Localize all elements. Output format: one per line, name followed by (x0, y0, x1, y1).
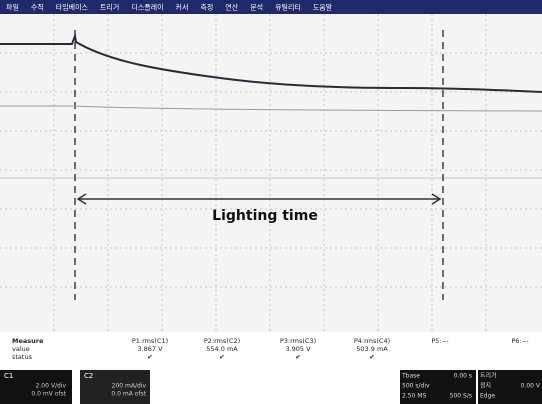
menu-item[interactable]: 트리거 (100, 3, 119, 12)
channel-box (80, 370, 150, 404)
measure-status: ✔ (369, 353, 374, 361)
measure-header: P1:rms(C1) (132, 337, 168, 345)
menu-item[interactable]: 디스플레이 (131, 3, 163, 12)
trigger-text: 정지 (480, 382, 491, 390)
channel-box (0, 370, 72, 404)
timebase-text: 500 s/div (402, 383, 430, 390)
timebase-text: Tbase (401, 373, 420, 380)
trigger-text: 0.00 V (521, 383, 541, 390)
grid-area (0, 14, 542, 332)
measure-status: ✔ (147, 353, 152, 361)
menu-item[interactable]: 분석 (250, 3, 263, 12)
channel-label: C2 (84, 372, 93, 380)
trace-c2 (0, 105, 542, 112)
channel-setting: 0.0 mA ofst (111, 391, 146, 398)
timebase-text: 500 S/s (450, 393, 472, 400)
menu-item[interactable]: 수직 (31, 3, 44, 12)
cursors (74, 30, 444, 300)
trigger-text: Edge (480, 393, 495, 400)
timebase-text: 0.00 s (454, 373, 472, 380)
measure-value: 3.905 V (285, 345, 311, 353)
trigger-box (478, 370, 542, 404)
measure-header: P3:rms(C3) (280, 337, 316, 345)
trace-c1 (0, 32, 542, 93)
menu-item[interactable]: 유틸리티 (275, 3, 301, 12)
graticule (0, 14, 542, 332)
channel-setting: 2.00 V/div (36, 383, 67, 390)
measure-value: 503.9 mA (356, 345, 388, 353)
menu-item[interactable]: 연산 (225, 3, 238, 12)
measure-value: 554.0 mA (206, 345, 238, 353)
channel-label: C1 (4, 372, 13, 380)
menu-item[interactable]: 파일 (6, 3, 19, 12)
annotation: Lighting time (212, 208, 318, 224)
measure-header: P4:rms(C4) (354, 337, 390, 345)
trigger-text: 트리거 (480, 372, 497, 380)
menu-item[interactable]: 도움말 (313, 4, 333, 12)
menu-item[interactable]: 타임베이스 (56, 3, 89, 12)
timebase-box (400, 370, 476, 404)
measure-status: ✔ (219, 353, 224, 361)
arrow (76, 193, 442, 205)
measure-status: status (12, 353, 33, 361)
timebase-text: 2.50 MS (402, 393, 426, 400)
measure-value: 3.867 V (137, 345, 163, 353)
measure-header: P2:rms(C2) (204, 337, 240, 345)
measure-value: value (12, 345, 30, 353)
channel-setting: 0.0 mV ofst (31, 391, 66, 398)
channel-setting: 200 mA/div (112, 383, 147, 390)
measure-status: ✔ (295, 353, 300, 361)
menu-item[interactable]: 측정 (200, 3, 213, 12)
menu-bar (0, 0, 542, 14)
measure-header: Measure (12, 337, 44, 345)
measure-header: P5:--- (431, 337, 449, 345)
menu-item[interactable]: 커서 (176, 3, 189, 12)
measure-header: P6:--- (511, 337, 529, 345)
